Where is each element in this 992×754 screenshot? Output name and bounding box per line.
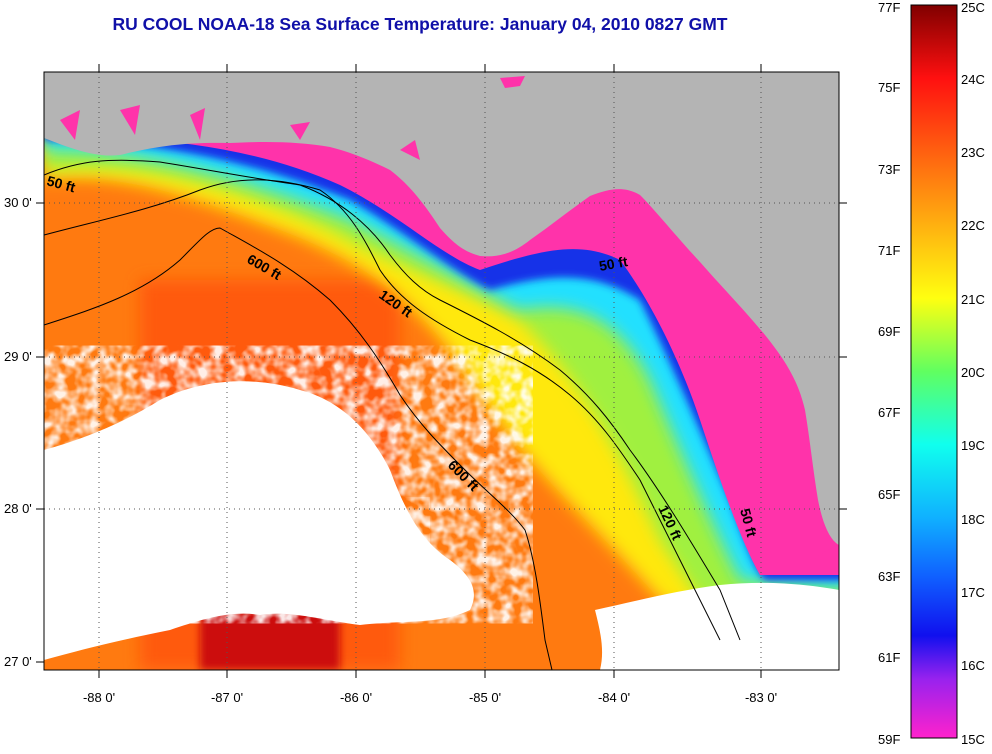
colorbar-c-label: 21C — [961, 292, 985, 307]
cold-shelf-water — [44, 72, 839, 575]
colorbar-f-label: 73F — [878, 162, 901, 177]
lat-label: 27 0' — [4, 654, 32, 669]
colorbar-f-label: 63F — [878, 569, 901, 584]
lat-label: 28 0' — [4, 501, 32, 516]
lon-label: -86 0' — [339, 690, 373, 705]
colorbar-c-label: 25C — [961, 0, 985, 15]
map-frame — [43, 71, 840, 671]
isobath-50ft — [44, 159, 741, 641]
isobath-120ft — [44, 179, 721, 641]
lon-label: -88 0' — [82, 690, 116, 705]
colorbar-c-label: 18C — [961, 512, 985, 527]
colorbar-f-label: 69F — [878, 324, 901, 339]
isobath-label: 50 ft — [45, 172, 77, 195]
colorbar — [910, 4, 958, 739]
frame-ticks — [36, 64, 847, 678]
colorbar-c-label: 20C — [961, 365, 985, 380]
colorbar-c-label: 15C — [961, 732, 985, 747]
lon-label: -85 0' — [468, 690, 502, 705]
colorbar-f-label: 77F — [878, 0, 901, 15]
lon-label: -83 0' — [744, 690, 778, 705]
lon-label: -84 0' — [597, 690, 631, 705]
bay-water — [800, 545, 839, 575]
inland-lake — [500, 76, 525, 88]
isobath-600ft — [44, 227, 553, 670]
colorbar-f-label: 71F — [878, 243, 901, 258]
colorbar-f-label: 75F — [878, 80, 901, 95]
colorbar-c-label: 23C — [961, 145, 985, 160]
map-title: RU COOL NOAA-18 Sea Surface Temperature:… — [112, 14, 728, 34]
land-mass — [44, 72, 839, 545]
no-data-south — [595, 582, 839, 670]
lat-label: 30 0' — [4, 195, 32, 210]
colorbar-f-label: 67F — [878, 405, 901, 420]
colorbar-c-label: 17C — [961, 585, 985, 600]
map-panel: 50 ft 600 ft 120 ft 50 ft 600 ft 120 ft … — [44, 72, 839, 670]
colorbar-c-label: 16C — [961, 658, 985, 673]
colorbar-c-label: 19C — [961, 438, 985, 453]
lat-label: 29 0' — [4, 349, 32, 364]
cloud-west — [44, 470, 110, 620]
cloud-speckle — [60, 369, 490, 600]
colorbar-f-label: 59F — [878, 732, 901, 747]
cloud-speckle-blue — [100, 506, 400, 600]
lon-label: -87 0' — [210, 690, 244, 705]
colorbar-f-label: 65F — [878, 487, 901, 502]
isobath-label: 50 ft — [598, 253, 629, 274]
colorbar-c-label: 22C — [961, 218, 985, 233]
colorbar-f-label: 61F — [878, 650, 901, 665]
colorbar-c-label: 24C — [961, 72, 985, 87]
isobath-label: 50 ft — [737, 507, 760, 539]
hot-patch — [200, 610, 340, 670]
